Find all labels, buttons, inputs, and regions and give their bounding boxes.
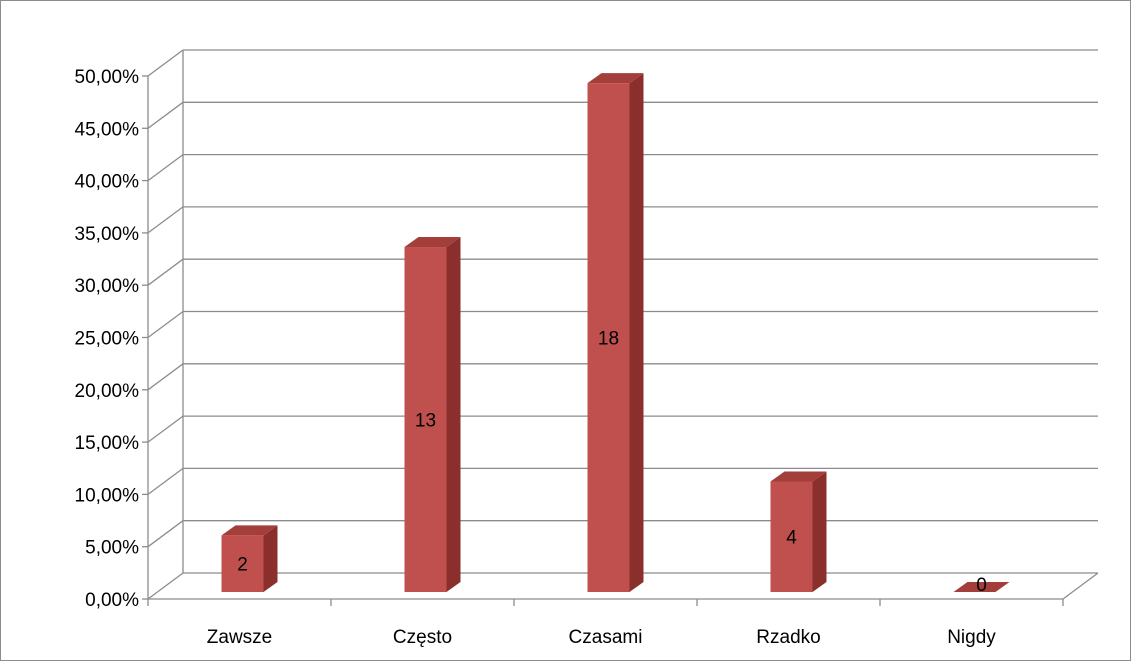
gridline-side [147, 154, 184, 182]
bar-side-czasami [629, 73, 644, 593]
y-tick-label: 0,00% [85, 590, 139, 611]
y-tick-label: 25,00% [75, 329, 140, 350]
label-layer: 0,00% 5,00% 10,00% 15,00% 20,00% 25,00% 30,00%… [75, 67, 997, 648]
bar-rzadko [770, 481, 813, 592]
bar-często [404, 247, 447, 592]
gridline-side [147, 572, 184, 600]
gridline-side [147, 310, 184, 339]
floor-right-edge [1062, 572, 1099, 600]
gridline-side [147, 101, 184, 129]
data-label-nigdy: 0 [976, 575, 987, 596]
bar-side-często [446, 237, 461, 592]
x-tick-label-często: Często [393, 627, 452, 648]
x-tick-label-zawsze: Zawsze [207, 627, 272, 648]
y-tick-label: 15,00% [75, 433, 140, 454]
x-tick-label-rzadko: Rzadko [756, 627, 820, 648]
y-tick-label: 45,00% [75, 119, 140, 140]
bar-czasami [587, 83, 630, 592]
y-tick-label: 50,00% [75, 67, 140, 88]
data-label-często: 13 [415, 411, 436, 432]
bar-top-zawsze [221, 525, 278, 536]
gridline-side [147, 206, 184, 234]
bar-layer [221, 73, 1010, 593]
bar-top-czasami [587, 73, 644, 84]
y-tick-label: 30,00% [75, 276, 140, 297]
y-tick-label: 5,00% [85, 538, 139, 559]
gridline-side [147, 258, 184, 286]
data-label-rzadko: 4 [786, 528, 797, 549]
axis-layer [142, 75, 1064, 606]
y-tick-label: 40,00% [75, 172, 140, 193]
bar-side-zawsze [263, 525, 278, 592]
x-tick-label-czasami: Czasami [569, 627, 643, 648]
data-label-czasami: 18 [598, 329, 619, 350]
bar-side-rzadko [812, 471, 827, 592]
bar-zawsze [221, 535, 264, 592]
y-tick-label: 20,00% [75, 381, 140, 402]
x-tick-label-nigdy: Nigdy [947, 627, 996, 648]
gridline-side [147, 415, 184, 443]
gridline-side [147, 49, 184, 77]
gridline-side [147, 520, 184, 548]
y-tick-label: 10,00% [75, 485, 140, 506]
gridline-side [147, 467, 184, 495]
bar-top-często [404, 237, 461, 248]
data-label-zawsze: 2 [237, 555, 248, 576]
y-tick-label: 35,00% [75, 224, 140, 245]
gridline-side [147, 363, 184, 391]
bar-top-nigdy [953, 582, 1010, 592]
bar-top-rzadko [770, 471, 827, 482]
